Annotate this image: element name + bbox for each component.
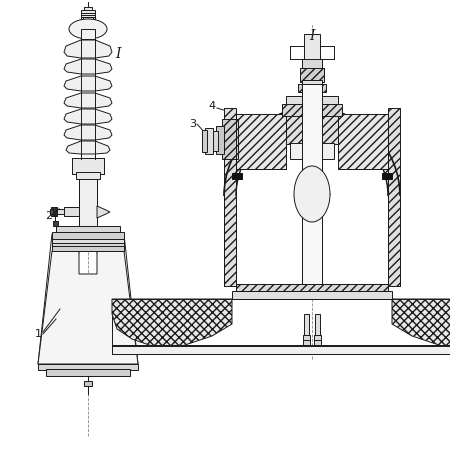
Polygon shape [38,251,138,364]
Bar [302,80,322,86]
Bar [216,126,224,154]
Bar [51,207,57,216]
Bar [50,209,53,214]
Bar [52,232,124,240]
Bar [205,128,213,154]
Bar [304,314,309,336]
Ellipse shape [294,166,330,222]
Bar [83,17,93,22]
Bar [53,221,58,226]
Bar [298,84,326,92]
Bar [76,172,100,179]
Polygon shape [64,93,112,108]
Bar [338,114,388,169]
Bar [236,114,286,169]
Text: 1: 1 [35,329,42,339]
Bar [286,112,338,144]
Bar [56,209,64,214]
Bar [72,158,104,174]
Polygon shape [392,299,450,346]
Bar [84,381,92,386]
Ellipse shape [69,19,107,39]
Bar [81,10,95,19]
Bar [202,130,207,152]
Bar [300,68,324,82]
Bar [52,239,124,244]
Bar [290,143,334,159]
Bar [232,291,392,299]
Bar [64,207,79,216]
Bar [303,340,310,345]
Bar [305,91,319,159]
Bar [286,96,338,104]
Bar [84,7,92,11]
Bar [314,335,321,340]
Text: 4: 4 [209,101,216,111]
Polygon shape [97,206,110,218]
Bar [302,84,322,284]
Polygon shape [64,125,112,140]
Bar [315,314,320,336]
Polygon shape [66,141,110,154]
Polygon shape [64,59,112,74]
Text: 3: 3 [189,119,196,129]
Bar [52,246,124,251]
Polygon shape [112,299,232,346]
Bar [79,178,97,226]
Bar [56,226,120,234]
Text: 2: 2 [45,211,52,221]
Bar [314,340,321,345]
Bar [382,173,392,179]
Text: I: I [309,29,315,43]
Bar [224,108,236,286]
Polygon shape [224,108,400,196]
Bar [303,335,310,340]
Bar [232,173,242,179]
Bar [388,108,400,286]
Bar [282,104,342,116]
Polygon shape [64,109,112,124]
Text: I: I [115,47,121,61]
Bar [236,284,388,292]
Bar [222,119,238,159]
Bar [304,34,320,64]
Bar [212,131,218,151]
Bar [52,243,124,247]
Polygon shape [64,40,112,58]
Bar [302,59,322,69]
Bar [46,369,130,376]
Bar [112,345,450,354]
Bar [81,29,95,39]
Bar [81,37,95,159]
Polygon shape [64,76,112,91]
Bar [38,364,138,370]
